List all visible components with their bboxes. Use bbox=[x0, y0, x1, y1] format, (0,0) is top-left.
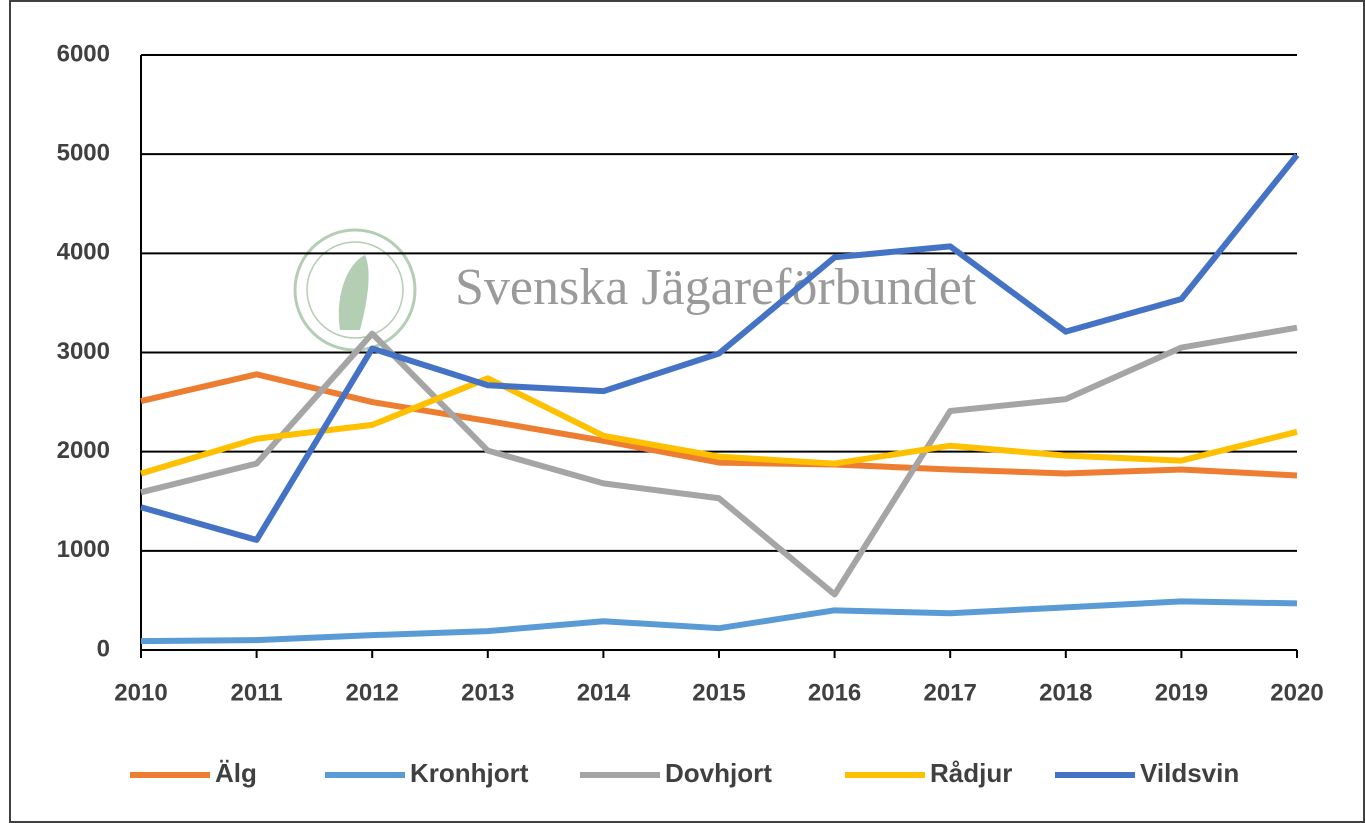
legend-label: Rådjur bbox=[930, 758, 1012, 788]
y-tick-label: 0 bbox=[97, 635, 110, 662]
series-line bbox=[140, 324, 1298, 598]
series-line bbox=[140, 153, 1300, 543]
series-line bbox=[140, 371, 1298, 479]
y-tick-label: 1000 bbox=[57, 536, 110, 563]
series-line bbox=[140, 375, 1298, 477]
chart-frame bbox=[9, 0, 1365, 823]
y-tick-label: 5000 bbox=[57, 140, 110, 167]
x-tick-label: 2016 bbox=[808, 679, 861, 706]
y-tick-label: 3000 bbox=[57, 338, 110, 365]
y-tick-label: 6000 bbox=[57, 40, 110, 67]
x-tick-label: 2010 bbox=[114, 679, 167, 706]
legend-label: Dovhjort bbox=[665, 758, 772, 788]
x-tick-label: 2014 bbox=[577, 679, 631, 706]
legend-label: Kronhjort bbox=[410, 758, 529, 788]
x-tick-label: 2020 bbox=[1270, 679, 1323, 706]
y-tick-label: 4000 bbox=[57, 239, 110, 266]
legend-label: Älg bbox=[215, 758, 257, 788]
watermark-text: Svenska Jägareförbundet bbox=[455, 259, 977, 316]
x-tick-label: 2012 bbox=[346, 679, 399, 706]
x-tick-label: 2019 bbox=[1155, 679, 1208, 706]
x-tick-label: 2013 bbox=[461, 679, 514, 706]
x-tick-label: 2011 bbox=[231, 679, 283, 706]
legend-label: Vildsvin bbox=[1140, 758, 1239, 788]
y-tick-label: 2000 bbox=[57, 437, 110, 464]
x-tick-label: 2018 bbox=[1039, 679, 1092, 706]
x-tick-label: 2017 bbox=[924, 679, 977, 706]
x-tick-label: 2015 bbox=[692, 679, 745, 706]
series-line bbox=[140, 598, 1298, 645]
